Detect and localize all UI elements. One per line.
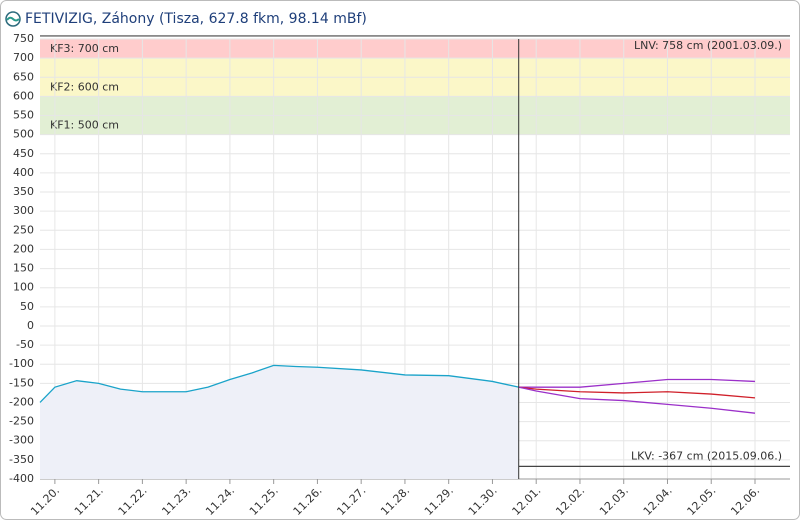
y-tick-label: -150 [9, 376, 34, 389]
y-tick-label: 750 [13, 32, 34, 45]
y-tick-label: -50 [16, 338, 34, 351]
y-tick-label: -100 [9, 357, 34, 370]
y-tick-label: -350 [9, 453, 34, 466]
y-tick-label: -300 [9, 434, 34, 447]
line [518, 378, 756, 388]
logo [5, 11, 21, 27]
chart-title: FETIVIZIG, Záhony (Tisza, 627.8 fkm, 98.… [25, 11, 367, 27]
y-tick-label: 350 [13, 185, 34, 198]
y-tick-label: 500 [13, 128, 34, 141]
y-tick-label: 0 [27, 319, 34, 332]
area [40, 365, 519, 479]
y-tick-label: 150 [13, 262, 34, 275]
y-tick-label: -200 [9, 395, 34, 408]
y-tick-label: 100 [13, 281, 34, 294]
threshold-band [40, 39, 790, 59]
line [518, 386, 756, 414]
y-tick-label: 250 [13, 223, 34, 236]
y-tick-label: -400 [9, 472, 34, 485]
reference-label: LKV: -367 cm (2015.09.06.) [631, 449, 782, 462]
band-label: KF1: 500 cm [50, 119, 119, 132]
y-tick-label: 700 [13, 51, 34, 64]
y-tick-label: 400 [13, 166, 34, 179]
reference-label: LNV: 758 cm (2001.03.09.) [634, 39, 782, 52]
y-tick-label: 200 [13, 242, 34, 255]
y-tick-label: 50 [20, 300, 34, 313]
y-tick-label: -250 [9, 415, 34, 428]
y-tick-label: 450 [13, 147, 34, 160]
line [39, 364, 519, 403]
y-tick-label: 550 [13, 109, 34, 122]
y-tick-label: 650 [13, 70, 34, 83]
line [518, 386, 756, 399]
band-label: KF3: 700 cm [50, 42, 119, 55]
y-tick-label: 600 [13, 89, 34, 102]
y-tick-label: 300 [13, 204, 34, 217]
band-label: KF2: 600 cm [50, 80, 119, 93]
